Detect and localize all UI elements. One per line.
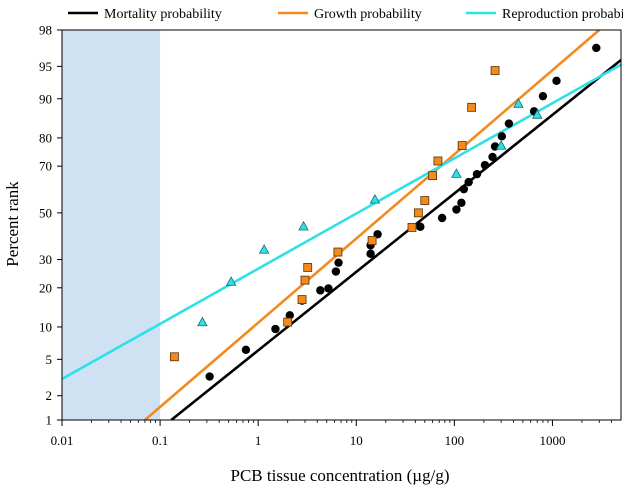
x-tick-label-1: 0.1 <box>152 433 168 448</box>
legend-label-1: Growth probability <box>314 7 422 22</box>
data-point-1-9 <box>420 196 430 205</box>
legend-label-2: Reproduction probability <box>502 7 623 22</box>
y-tick-label-11: 98 <box>39 23 52 38</box>
data-point-0-3 <box>285 311 294 320</box>
data-point-0-19 <box>480 160 490 170</box>
data-point-1-0 <box>170 352 179 362</box>
data-point-0-9 <box>366 249 375 258</box>
fit-line-0 <box>170 58 621 420</box>
data-point-0-2 <box>271 324 280 334</box>
y-tick-label-2: 5 <box>46 352 53 367</box>
y-tick-label-9: 90 <box>39 91 52 106</box>
data-point-2-0 <box>197 316 208 327</box>
data-point-1-14 <box>490 66 500 75</box>
data-point-0-20 <box>488 152 497 162</box>
data-point-0-15 <box>457 198 466 207</box>
data-point-1-5 <box>333 247 343 257</box>
x-tick-label-0: 0.01 <box>51 433 74 448</box>
fit-line-1 <box>144 30 601 420</box>
data-point-0-13 <box>437 213 447 223</box>
legend-label-0: Mortality probability <box>104 7 222 22</box>
data-point-1-6 <box>367 236 377 245</box>
y-tick-label-8: 80 <box>39 130 52 145</box>
fit-line-2 <box>62 63 621 381</box>
data-point-1-1 <box>283 317 293 327</box>
data-point-0-14 <box>452 205 461 214</box>
data-point-2-1 <box>225 276 237 286</box>
y-tick-label-6: 50 <box>39 205 52 220</box>
data-point-0-23 <box>504 119 514 128</box>
data-point-0-16 <box>459 184 469 194</box>
data-point-1-11 <box>433 156 443 166</box>
x-tick-label-3: 10 <box>350 433 363 448</box>
y-tick-label-5: 30 <box>39 252 52 267</box>
data-point-0-22 <box>497 132 507 141</box>
data-point-2-2 <box>258 244 270 254</box>
y-axis-title: Percent rank <box>3 181 22 267</box>
data-point-0-8 <box>334 258 343 267</box>
data-point-0-0 <box>205 372 214 381</box>
x-tick-label-2: 1 <box>255 433 262 448</box>
data-point-0-1 <box>241 345 251 355</box>
data-point-1-2 <box>297 295 307 304</box>
x-tick-label-5: 1000 <box>539 433 565 448</box>
data-point-1-13 <box>467 102 477 112</box>
y-tick-label-10: 95 <box>39 59 52 74</box>
data-point-0-27 <box>592 43 601 53</box>
y-tick-label-4: 20 <box>39 280 52 295</box>
data-point-1-8 <box>413 208 423 218</box>
data-point-1-10 <box>428 171 437 181</box>
data-point-0-17 <box>464 177 473 187</box>
data-point-0-18 <box>472 169 482 179</box>
y-tick-label-0: 1 <box>46 413 53 428</box>
data-point-2-8 <box>531 109 543 119</box>
data-point-1-7 <box>407 223 417 232</box>
data-point-2-4 <box>369 193 381 204</box>
data-point-2-3 <box>298 220 309 231</box>
data-point-2-6 <box>495 140 507 150</box>
data-point-2-5 <box>451 168 462 178</box>
y-tick-label-3: 10 <box>39 319 52 334</box>
data-point-0-26 <box>552 76 561 85</box>
data-point-1-12 <box>457 141 467 151</box>
x-axis-title: PCB tissue concentration (µg/g) <box>231 466 450 485</box>
data-point-2-7 <box>513 98 524 108</box>
y-tick-label-1: 2 <box>46 388 53 403</box>
data-point-0-12 <box>416 222 425 231</box>
data-point-1-4 <box>303 263 313 272</box>
data-point-0-6 <box>324 284 333 293</box>
plot-frame <box>61 29 622 421</box>
y-tick-label-7: 70 <box>39 159 52 174</box>
shaded-region <box>62 30 161 420</box>
data-point-0-25 <box>538 91 548 101</box>
data-point-1-3 <box>300 275 310 285</box>
data-point-0-7 <box>331 267 341 276</box>
data-point-0-5 <box>316 286 325 295</box>
x-tick-label-4: 100 <box>445 433 465 448</box>
